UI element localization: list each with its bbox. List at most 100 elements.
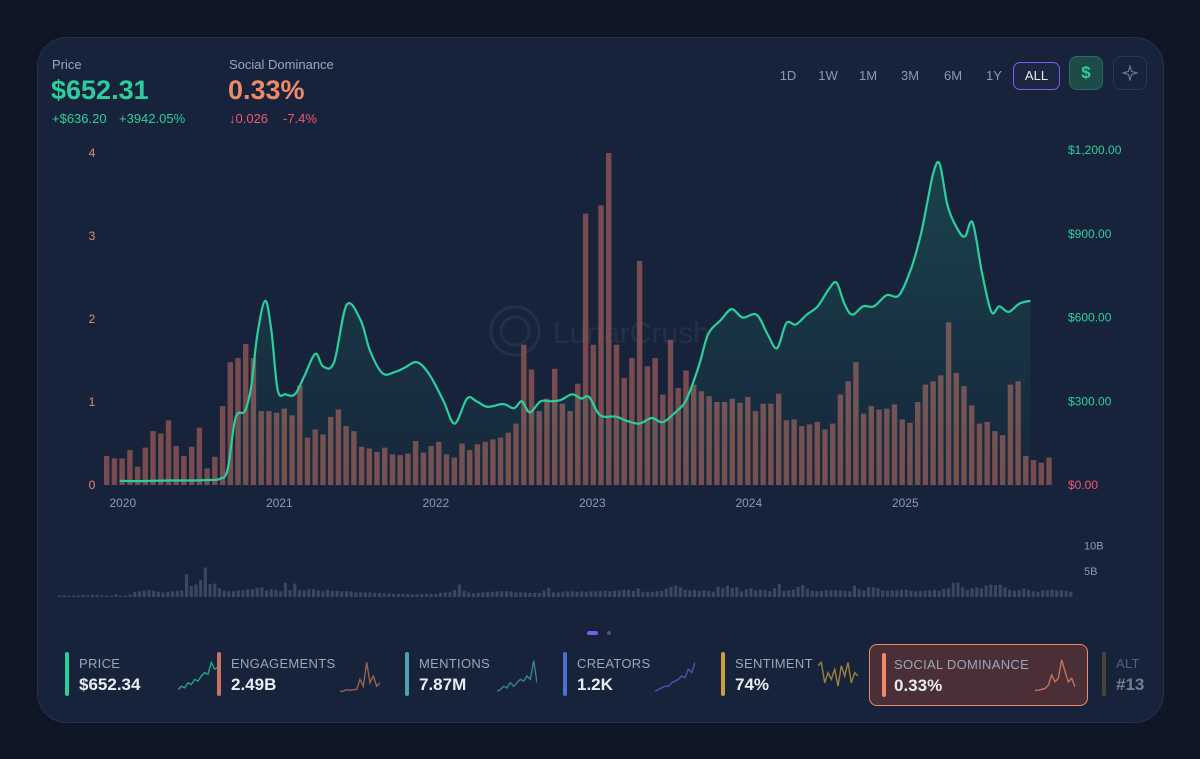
dominance-bar bbox=[134, 466, 141, 485]
metric-price[interactable]: PRICE $652.34 bbox=[65, 644, 218, 706]
volume-bar bbox=[109, 595, 113, 597]
volume-bar bbox=[255, 587, 259, 597]
volume-bar bbox=[523, 592, 527, 597]
volume-bar bbox=[467, 592, 471, 597]
volume-bar bbox=[942, 588, 946, 597]
volume-bar bbox=[580, 591, 584, 597]
volume-bar bbox=[998, 584, 1002, 597]
dominance-bar bbox=[219, 406, 226, 485]
price-line bbox=[119, 160, 1031, 483]
volume-bar bbox=[655, 591, 659, 597]
dominance-change-pct: -7.4% bbox=[283, 111, 317, 126]
volume-bar bbox=[575, 591, 579, 597]
volume-bar bbox=[519, 592, 523, 597]
metric-engagements-label: ENGAGEMENTS bbox=[231, 656, 336, 671]
ai-insights-button[interactable] bbox=[1113, 56, 1147, 90]
volume-bar bbox=[876, 588, 880, 597]
timeframe-1y-button[interactable]: 1Y bbox=[986, 68, 1002, 83]
dominance-bar bbox=[606, 153, 612, 485]
volume-bar bbox=[260, 587, 264, 597]
volume-bar bbox=[787, 590, 791, 597]
pager-dot-active[interactable] bbox=[587, 631, 598, 635]
dominance-bar bbox=[111, 458, 118, 485]
timeframe-1w-button[interactable]: 1W bbox=[818, 68, 838, 83]
volume-bar bbox=[156, 591, 160, 597]
volume-bar bbox=[114, 594, 118, 597]
volume-bar bbox=[744, 589, 748, 598]
volume-bar bbox=[622, 589, 626, 597]
volume-bar bbox=[824, 590, 828, 597]
metric-engagements[interactable]: ENGAGEMENTS 2.49B bbox=[217, 644, 387, 706]
volume-bar bbox=[848, 591, 852, 597]
chart-card: Price $652.31 +$636.20 +3942.05% Social … bbox=[37, 37, 1164, 723]
metric-creators[interactable]: CREATORS 1.2K bbox=[563, 644, 703, 706]
metric-sentiment-color-bar bbox=[721, 652, 725, 696]
dominance-bar bbox=[1030, 460, 1037, 485]
volume-bar bbox=[58, 595, 62, 597]
volume-bar bbox=[443, 592, 447, 597]
sparkline-path bbox=[1035, 659, 1075, 691]
metric-mentions[interactable]: MENTIONS 7.87M bbox=[405, 644, 545, 706]
volume-bar bbox=[947, 588, 951, 597]
metric-mentions-value: 7.87M bbox=[419, 675, 467, 694]
price-change-abs: +$636.20 bbox=[52, 111, 107, 126]
volume-bar bbox=[725, 585, 729, 597]
metric-alt-rank[interactable]: ALT #13 bbox=[1102, 644, 1162, 706]
volume-bar bbox=[598, 590, 602, 597]
volume-bar bbox=[989, 584, 993, 597]
volume-bar bbox=[740, 591, 744, 597]
volume-bar bbox=[354, 592, 358, 597]
volume-bar bbox=[486, 591, 490, 597]
volume-bar bbox=[815, 591, 819, 597]
timeframe-1d-button[interactable]: 1D bbox=[779, 68, 797, 83]
volume-bar bbox=[142, 590, 146, 597]
volume-bar bbox=[678, 587, 682, 597]
volume-bar bbox=[551, 592, 555, 597]
dominance-bar bbox=[582, 213, 589, 485]
volume-bar bbox=[608, 591, 612, 597]
volume-bar bbox=[1064, 590, 1068, 597]
volume-bar bbox=[387, 593, 391, 597]
volume-bar bbox=[457, 584, 461, 597]
timeframe-6m-button[interactable]: 6M bbox=[943, 68, 963, 83]
dominance-bar bbox=[119, 458, 125, 485]
dominance-bar bbox=[196, 427, 203, 485]
volume-bar bbox=[951, 583, 955, 597]
metric-sentiment[interactable]: SENTIMENT 74% bbox=[721, 644, 861, 706]
volume-bar bbox=[716, 586, 720, 597]
price-area bbox=[119, 162, 1031, 485]
left-axis-tick-label: 1 bbox=[89, 395, 96, 409]
timeframe-1m-button[interactable]: 1M bbox=[858, 68, 878, 83]
volume-bar bbox=[1008, 589, 1012, 597]
volume-bar bbox=[90, 594, 94, 597]
dominance-bar bbox=[636, 260, 643, 485]
pager-dot[interactable] bbox=[607, 631, 611, 635]
volume-bar bbox=[820, 590, 824, 597]
timeframe-all-button[interactable]: ALL bbox=[1013, 62, 1060, 90]
metric-alt-rank-value: #13 bbox=[1116, 675, 1145, 694]
metric-social-dominance-value: 0.33% bbox=[894, 676, 943, 695]
volume-bar bbox=[937, 590, 941, 597]
volume-bar bbox=[796, 586, 800, 597]
currency-toggle-button[interactable]: $ bbox=[1069, 56, 1103, 90]
metric-social-dominance[interactable]: SOCIAL DOMINANCE 0.33% bbox=[869, 644, 1088, 706]
volume-bar bbox=[138, 591, 142, 597]
dominance-value: 0.33% bbox=[228, 75, 305, 105]
sparkline-path bbox=[340, 662, 380, 692]
timeframe-3m-button[interactable]: 3M bbox=[900, 68, 920, 83]
volume-bar bbox=[217, 588, 221, 597]
x-axis-tick-label: 2023 bbox=[579, 496, 606, 510]
volume-bar bbox=[448, 592, 452, 597]
volume-bar bbox=[293, 583, 297, 597]
volume-bar bbox=[890, 590, 894, 597]
volume-bar bbox=[439, 592, 443, 597]
volume-bar bbox=[476, 592, 480, 597]
volume-bar bbox=[166, 591, 170, 597]
right-axis-tick-label: $0.00 bbox=[1068, 478, 1098, 492]
right-axis-tick-label: $900.00 bbox=[1068, 227, 1112, 241]
volume-bar bbox=[660, 590, 664, 597]
volume-bar bbox=[688, 590, 692, 597]
volume-bar bbox=[161, 592, 165, 597]
volume-bar bbox=[250, 589, 254, 598]
left-axis-tick-label: 4 bbox=[89, 146, 96, 160]
